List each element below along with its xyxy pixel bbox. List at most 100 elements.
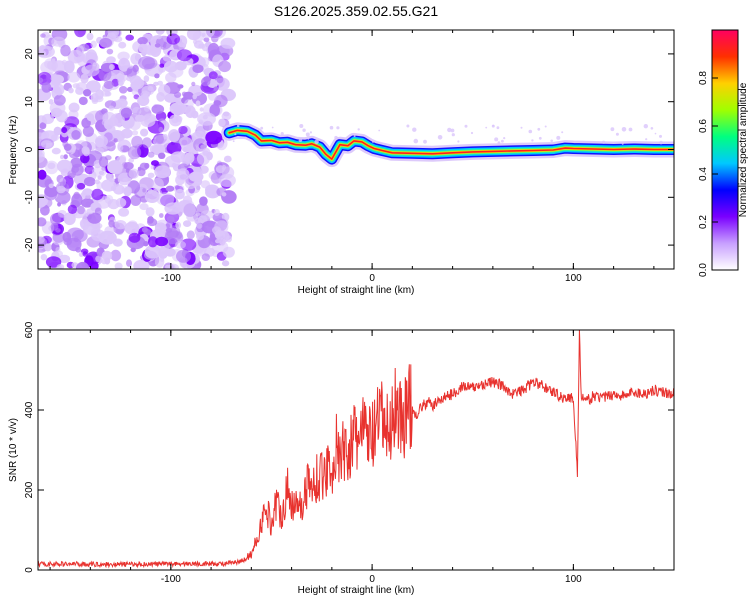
noise-blob xyxy=(116,98,128,108)
noise-blob xyxy=(147,85,154,92)
track-speck xyxy=(260,126,264,130)
noise-blob xyxy=(201,253,210,261)
noise-blob xyxy=(86,32,94,41)
noise-blob xyxy=(212,226,222,235)
noise-blob xyxy=(147,172,155,178)
colorbar-label: Normalized spectral amplitude xyxy=(738,82,749,217)
noise-blob xyxy=(91,166,107,177)
noise-blob xyxy=(83,176,96,187)
noise-blob xyxy=(88,53,96,61)
x-tick-label: 0 xyxy=(369,574,375,585)
colorbar-tick-label: 0.8 xyxy=(698,71,709,85)
noise-blob xyxy=(169,102,187,115)
noise-blob xyxy=(94,179,101,185)
noise-blob xyxy=(175,231,183,239)
track-speck xyxy=(464,124,468,128)
noise-blob xyxy=(170,151,187,163)
noise-blob xyxy=(121,185,133,195)
track-speck xyxy=(531,139,534,142)
noise-blob xyxy=(198,30,215,39)
noise-blob xyxy=(157,80,164,86)
noise-blob xyxy=(40,204,50,216)
noise-blob xyxy=(155,236,169,247)
noise-blob xyxy=(219,238,226,246)
noise-blob xyxy=(128,168,140,179)
track-speck xyxy=(298,138,303,142)
noise-blob xyxy=(183,203,196,218)
noise-blob xyxy=(108,177,115,183)
noise-blob xyxy=(75,82,88,91)
noise-blob xyxy=(114,220,127,230)
noise-blob xyxy=(108,220,115,228)
noise-blob xyxy=(38,217,47,227)
track-speck xyxy=(485,126,488,129)
track-speck xyxy=(372,140,374,143)
noise-blob xyxy=(71,165,80,173)
noise-blob xyxy=(158,126,164,133)
noise-blob xyxy=(60,44,71,57)
noise-blob xyxy=(56,159,73,173)
noise-blob xyxy=(139,162,149,171)
noise-blob xyxy=(113,138,118,143)
noise-blob xyxy=(180,238,197,251)
noise-blob xyxy=(222,246,235,258)
noise-blob xyxy=(39,122,47,130)
noise-blob xyxy=(158,152,166,159)
noise-blob xyxy=(58,254,71,264)
track-speck xyxy=(271,126,274,129)
noise-blob xyxy=(40,254,48,261)
noise-blob xyxy=(175,240,187,249)
noise-blob xyxy=(182,43,187,48)
noise-blob xyxy=(54,83,65,96)
noise-blob xyxy=(106,48,114,55)
noise-blob xyxy=(213,86,219,92)
noise-blob xyxy=(61,127,68,134)
noise-blob xyxy=(51,58,56,63)
track-speck xyxy=(412,127,417,132)
noise-blob xyxy=(129,119,141,131)
noise-blob xyxy=(181,91,187,97)
noise-blob xyxy=(192,64,204,73)
noise-blob xyxy=(156,134,164,144)
noise-blob xyxy=(159,213,164,218)
noise-blob xyxy=(143,241,149,247)
spectrogram-x-axis-label: Height of straight line (km) xyxy=(298,285,415,296)
x-tick-label: -100 xyxy=(161,273,181,284)
colorbar-tick-label: 0.4 xyxy=(698,167,709,181)
noise-blob xyxy=(41,82,52,93)
noise-blob xyxy=(111,165,123,175)
noise-blob xyxy=(67,71,81,83)
colorbar-gradient xyxy=(712,30,738,270)
colorbar-ticks: 0.0 0.2 0.4 0.6 0.8 xyxy=(698,71,718,277)
noise-blob xyxy=(138,43,148,53)
noise-blob xyxy=(68,102,80,113)
track-speck xyxy=(537,127,541,131)
track-speck xyxy=(645,138,648,141)
noise-blob xyxy=(86,113,95,122)
noise-blob xyxy=(45,160,59,175)
noise-blob xyxy=(57,202,62,207)
noise-blob xyxy=(127,145,142,160)
noise-blob xyxy=(201,77,211,87)
x-tick-label: 100 xyxy=(565,273,582,284)
noise-blob xyxy=(53,94,66,106)
track-speck xyxy=(309,131,312,134)
noise-blob xyxy=(177,84,184,89)
noise-blob xyxy=(143,113,156,123)
track-speck xyxy=(501,139,504,143)
track-speck xyxy=(450,128,455,133)
noise-blob xyxy=(77,205,85,215)
noise-blob xyxy=(160,257,165,262)
noise-blob xyxy=(205,130,223,145)
track-speck xyxy=(496,126,500,130)
noise-blob xyxy=(81,263,88,268)
noise-blob xyxy=(118,207,130,217)
noise-blob xyxy=(44,243,52,252)
noise-blob xyxy=(38,169,47,180)
x-tick-label: -100 xyxy=(161,574,181,585)
noise-blob xyxy=(166,215,175,224)
noise-blob xyxy=(38,235,45,244)
track-speck xyxy=(650,127,654,130)
noise-blob xyxy=(86,80,101,93)
